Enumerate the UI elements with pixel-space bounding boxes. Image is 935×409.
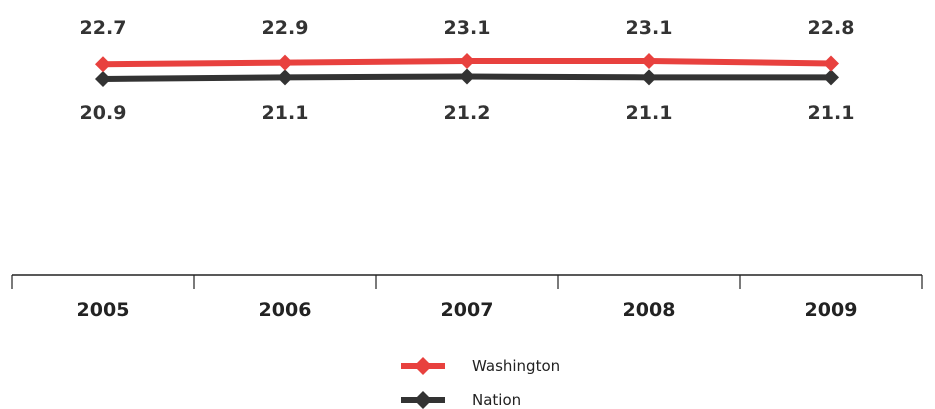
legend-marker-washington <box>414 357 432 375</box>
data-label-washington: 22.7 <box>80 17 127 39</box>
x-tick-label: 2009 <box>805 299 858 321</box>
x-tick-label: 2005 <box>77 299 130 321</box>
data-point-washington <box>95 56 111 73</box>
data-label-washington: 23.1 <box>444 17 491 39</box>
data-label-nation: 21.1 <box>626 102 673 124</box>
legend-label-washington: Washington <box>472 357 560 375</box>
data-label-nation: 21.1 <box>808 102 855 124</box>
data-point-washington <box>823 55 839 72</box>
series-lines <box>95 53 839 87</box>
legend: Washington Nation <box>401 357 560 409</box>
data-label-nation: 20.9 <box>80 102 127 124</box>
legend-label-nation: Nation <box>472 391 521 409</box>
data-label-washington: 22.9 <box>262 17 309 39</box>
data-label-nation: 21.2 <box>444 102 491 124</box>
data-point-nation <box>823 69 839 86</box>
data-label-washington: 22.8 <box>808 17 855 39</box>
data-label-nation: 21.1 <box>262 102 309 124</box>
x-tick-label: 2006 <box>259 299 312 321</box>
x-tick-label: 2008 <box>623 299 676 321</box>
x-tick-label: 2007 <box>441 299 494 321</box>
data-labels: 22.7 22.9 23.1 23.1 22.8 20.9 21.1 21.2 21.1 21.1 <box>80 17 855 124</box>
data-point-nation <box>277 69 293 86</box>
data-point-nation <box>95 71 111 87</box>
data-point-nation <box>641 69 657 86</box>
legend-marker-nation <box>414 391 432 409</box>
data-point-washington <box>459 53 475 69</box>
data-point-washington <box>277 54 293 71</box>
data-point-washington <box>641 53 657 69</box>
x-axis: 2005 2006 2007 2008 2009 <box>11 274 923 321</box>
data-label-washington: 23.1 <box>626 17 673 39</box>
data-point-nation <box>459 68 475 85</box>
